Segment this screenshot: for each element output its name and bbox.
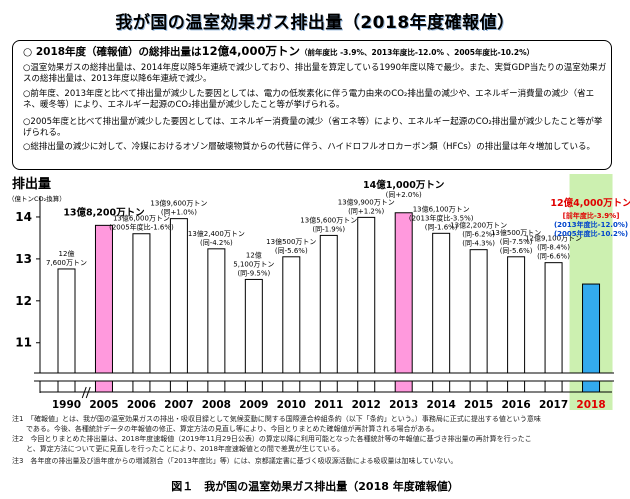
x-tick-label: 2017	[539, 399, 568, 411]
bar-value-label: (同+2.0%)	[386, 191, 422, 199]
bar-value-label: (同+1.0%)	[161, 209, 197, 217]
bar-value-label: 12億	[246, 250, 262, 259]
bar-value-label: (同-1.9%)	[312, 225, 345, 233]
x-tick-label: 2014	[427, 399, 456, 411]
summary-bullet: ○前年度、2013年度と比べて排出量が減少した要因としては、電力の低炭素化に伴う…	[23, 89, 595, 110]
x-tick-label: 2008	[202, 399, 231, 411]
emissions-chart: 排出量 （億トンCO₂換算） 11 12 13 14 1990 2005 2006 2007 200…	[8, 174, 630, 411]
bar-value-label: 13億9,900万トン	[338, 197, 395, 206]
bar	[319, 234, 338, 393]
bar	[432, 232, 451, 393]
bar-value-label: 12億9,100万トン	[525, 234, 582, 243]
bar-value-label: (同-4.2%)	[200, 239, 233, 247]
x-tick-label: 2015	[464, 399, 493, 411]
bar-value-label: (2005年度比-10.2%)	[554, 229, 628, 238]
bar-value-label: (同-5.6%)	[275, 247, 308, 255]
bar	[169, 218, 188, 393]
summary-bullet: ○2005年度と比べて排出量が減少した要因としては、エネルギー消費量の減少（省エ…	[23, 117, 603, 138]
note-line: 注3 各年度の排出量及び過年度からの増減割合（「2013年度比」等）には、京都議…	[12, 457, 458, 465]
bar-value-label: (同-6.2%)	[462, 231, 495, 239]
bar-value-label: (同-4.3%)	[462, 240, 495, 248]
bar-value-label: (同-8.4%)	[537, 244, 570, 252]
bar-value-label: 13億9,600万トン	[150, 199, 207, 208]
bar	[507, 256, 526, 393]
bar-value-label: 12億4,000万トン	[550, 197, 630, 209]
bar-value-label: [前年度比-3.9%]	[563, 211, 620, 220]
page-title: 我が国の温室効果ガス排出量（2018年度確報値）	[115, 13, 515, 33]
headline-compare: （前年度比 -3.9%、2013年度比-12.0% 、2005年度比-10.2%…	[299, 48, 535, 57]
bullet-icon: ○	[23, 46, 33, 58]
bar-value-label: 5,100万トン	[233, 260, 274, 268]
axis-break-band	[34, 373, 614, 381]
note-line: である。今後、各種統計データの年報値の修正、算定方法の見直し等により、今回とりま…	[12, 425, 439, 433]
bar-value-label: 13億500万トン	[491, 228, 541, 237]
bar-value-label: (同-9.5%)	[237, 269, 270, 277]
note-line: 注1 「確報値」とは、我が国の温室効果ガスの排出・吸収目録として気候変動に関する…	[12, 415, 541, 423]
bar-value-label: (同-1.6%)	[425, 223, 458, 231]
x-tick-label: 2010	[277, 399, 306, 411]
headline-value: 12億4,000万トン	[201, 44, 300, 58]
summary-bullet: ○総排出量の減少に対して、冷媒におけるオゾン層破壊物質からの代替に伴う、ハイドロ…	[23, 142, 595, 152]
bar	[357, 216, 376, 393]
bar	[94, 224, 113, 393]
bar-value-label: 13億8,200万トン	[63, 206, 144, 218]
y-tick-label: 12	[15, 294, 32, 308]
bar-value-label: (同-6.6%)	[537, 253, 570, 261]
x-axis-break-mark	[85, 386, 91, 399]
bar-value-label: 13億2,200万トン	[450, 221, 507, 230]
note-line: と、算定方法について更に見直しを行ったことにより、2018年度速報値との間で差異…	[12, 445, 344, 453]
bar-value-label: (同+1.2%)	[348, 207, 384, 215]
x-tick-label: 2011	[314, 399, 343, 411]
y-tick-label: 14	[15, 210, 32, 224]
bar	[282, 256, 301, 393]
x-tick-label: 2007	[164, 399, 193, 411]
x-tick-label: 2013	[389, 399, 418, 411]
bar	[469, 249, 488, 393]
x-tick-label: 2012	[352, 399, 381, 411]
x-tick-label: 2005	[89, 399, 118, 411]
bar-value-label: (2013年度比-3.5%)	[409, 213, 474, 222]
bar-value-label: (同-5.6%)	[500, 247, 533, 255]
bar-value-label: 13億6,100万トン	[413, 204, 470, 213]
bar-value-label: 13億6,000万トン	[113, 214, 170, 223]
bar	[207, 248, 226, 393]
summary-headline: ○ 2018年度（確報値）の総排出量は12億4,000万トン（前年度比 -3.9…	[23, 44, 609, 58]
x-tick-label: 2016	[501, 399, 530, 411]
y-axis-label: 排出量	[12, 176, 51, 192]
x-tick-label: 2009	[239, 399, 268, 411]
bar-value-label: 14億1,000万トン	[363, 179, 444, 191]
figure-caption: 図１ 我が国の温室効果ガス排出量（2018 年度確報値）	[171, 480, 459, 493]
bar-value-label: (2013年度比-12.0%)	[554, 220, 628, 229]
y-axis-unit: （億トンCO₂換算）	[8, 194, 66, 203]
y-tick-label: 13	[15, 252, 32, 266]
bar-value-label: 13億500万トン	[266, 237, 316, 246]
bar-value-label: (2005年度比-1.6%)	[109, 223, 174, 232]
bar-value-label: 7,600万トン	[46, 259, 87, 267]
x-tick-label: 2006	[127, 399, 156, 411]
y-tick-label: 11	[15, 336, 32, 350]
bar	[132, 233, 151, 393]
x-axis-break-mark	[81, 386, 87, 399]
x-tick-label: 1990	[52, 399, 81, 411]
headline-label: 2018年度（確報値）の総排出量は	[35, 46, 202, 58]
x-tick-label: 2018	[576, 399, 605, 411]
bar	[394, 212, 413, 393]
summary-box: ○ 2018年度（確報値）の総排出量は12億4,000万トン（前年度比 -3.9…	[12, 40, 612, 170]
bar-value-label: 13億5,600万トン	[300, 215, 357, 224]
note-line: 注2 今回とりまとめた排出量は、2018年度速報値（2019年11月29日公表）…	[12, 435, 532, 443]
summary-bullet: ○温室効果ガスの総排出量は、2014年度以降5年連続で減少しており、排出量を算定…	[23, 63, 607, 84]
bar-value-label: 13億2,400万トン	[188, 229, 245, 238]
bar-value-label: 12億	[59, 249, 75, 258]
bar-value-label: (同-7.5%)	[500, 238, 533, 246]
